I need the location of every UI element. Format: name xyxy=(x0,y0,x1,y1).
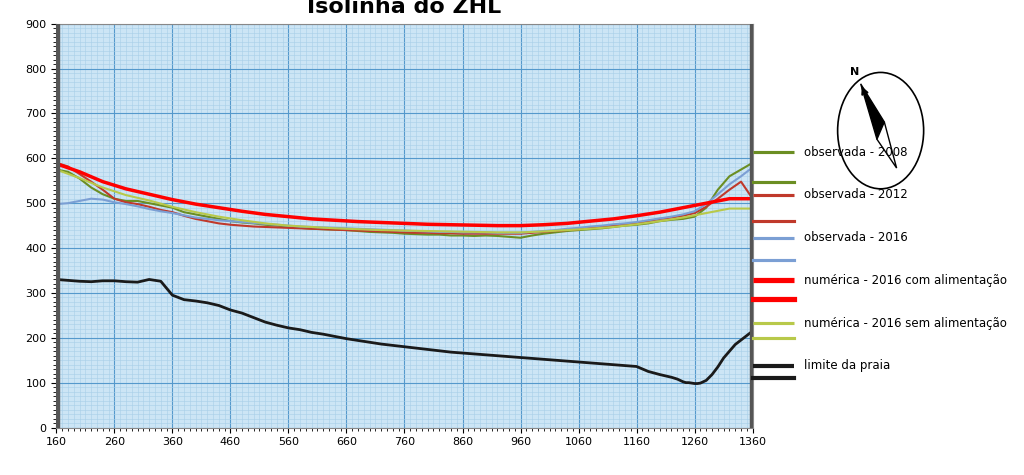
Text: observada - 2016: observada - 2016 xyxy=(804,231,907,244)
Text: numérica - 2016 com alimentação: numérica - 2016 com alimentação xyxy=(804,274,1007,287)
Polygon shape xyxy=(877,122,897,168)
Title: Isolinha do ZHL: Isolinha do ZHL xyxy=(307,0,502,17)
Text: observada - 2008: observada - 2008 xyxy=(804,145,907,159)
Bar xyxy=(750,24,753,428)
Text: observada - 2012: observada - 2012 xyxy=(804,188,907,201)
Bar xyxy=(56,24,59,428)
Text: numérica - 2016 sem alimentação: numérica - 2016 sem alimentação xyxy=(804,316,1007,330)
Polygon shape xyxy=(861,84,885,139)
Text: limite da praia: limite da praia xyxy=(804,359,890,372)
Text: N: N xyxy=(850,67,859,77)
